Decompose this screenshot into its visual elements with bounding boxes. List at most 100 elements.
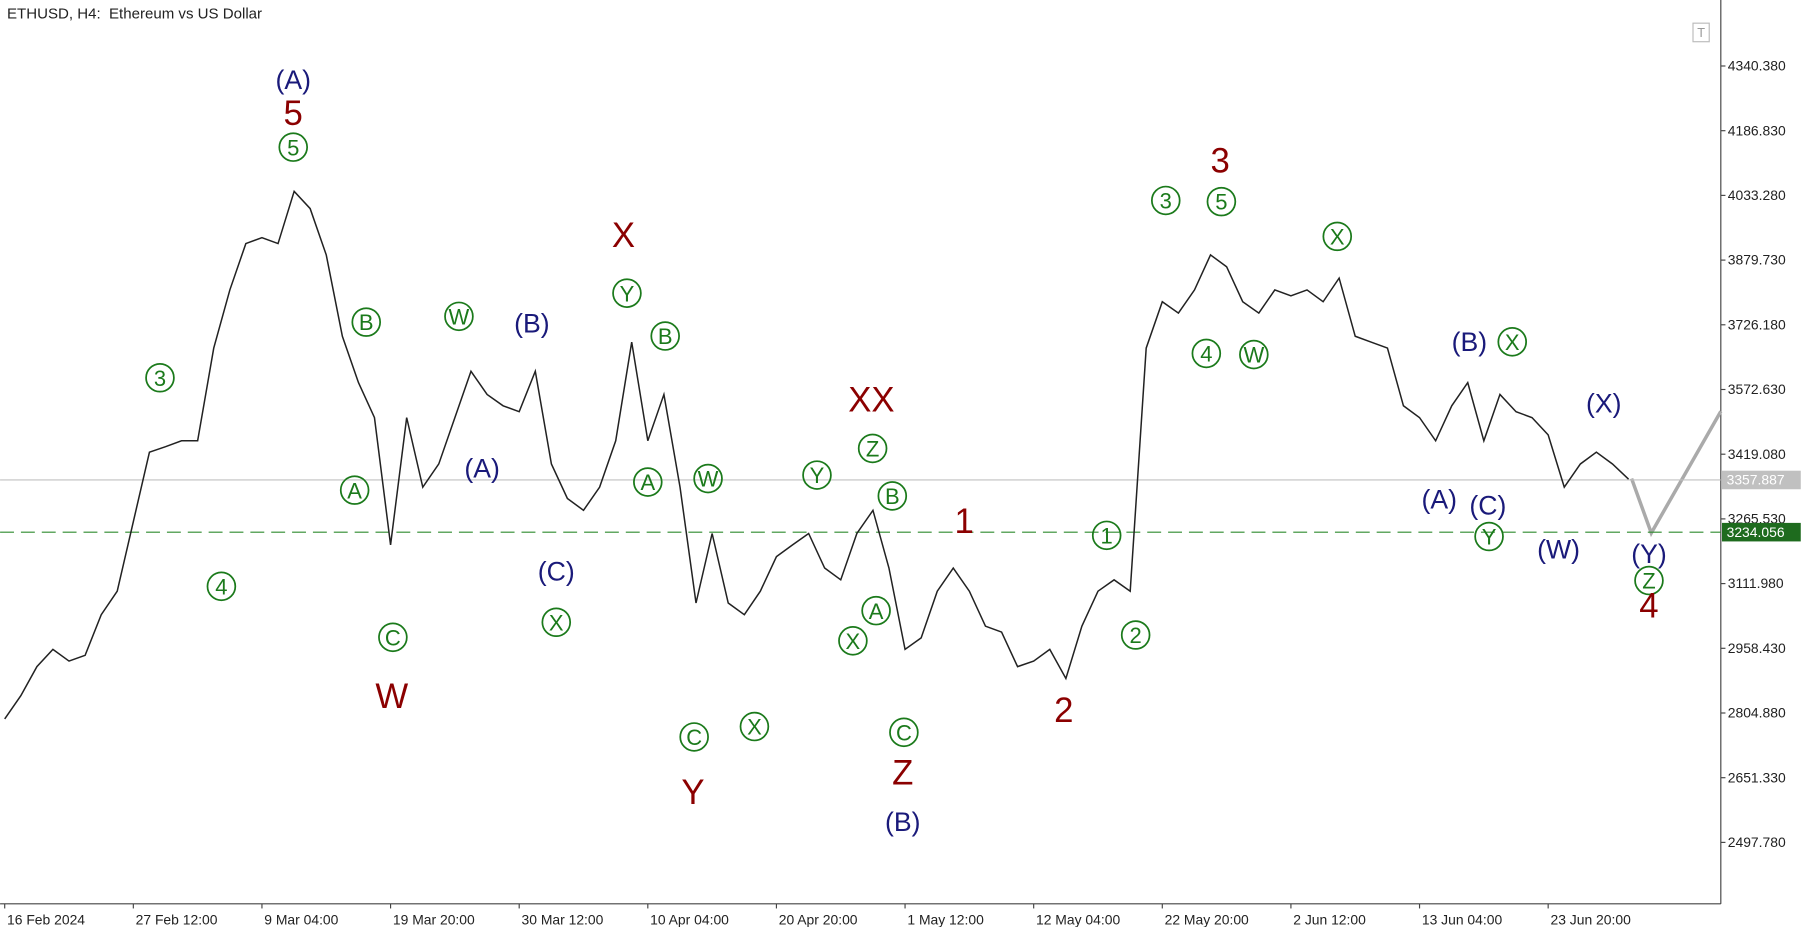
wave-circle (1474, 521, 1504, 552)
wave-circle (206, 571, 237, 602)
wave-circle (444, 301, 474, 332)
wave-label: C (686, 725, 702, 750)
wave-circle (339, 475, 370, 505)
wave-label: XX (848, 381, 894, 419)
wave-label: (B) (885, 807, 921, 837)
trade-icon[interactable]: T (1697, 25, 1705, 40)
wave-label: C (385, 625, 401, 650)
chart-title: ETHUSD, H4: Ethereum vs US Dollar (7, 6, 262, 23)
wave-label: Z (1642, 569, 1655, 594)
y-tick-label: 4033.280 (1728, 187, 1786, 203)
wave-circle (351, 307, 382, 337)
y-tick-label: 2804.880 (1728, 705, 1786, 721)
wave-label: 4 (1639, 588, 1658, 626)
wave-circle (693, 463, 723, 494)
y-tick-label: 3879.730 (1728, 252, 1786, 268)
x-tick-label: 10 Apr 04:00 (650, 912, 729, 927)
y-tick-label: 3265.530 (1728, 511, 1786, 527)
wave-label: X (1505, 330, 1520, 355)
wave-label: W (449, 304, 470, 329)
wave-circle (541, 607, 572, 638)
x-tick-label: 22 May 20:00 (1165, 912, 1249, 927)
forecast-path (1629, 410, 1723, 538)
wave-circle (802, 460, 832, 490)
wave-label: (A) (1421, 485, 1457, 515)
wave-label: 3 (1160, 189, 1172, 214)
wave-circle (378, 622, 408, 653)
wave-circle (838, 626, 868, 656)
wave-label: (A) (275, 65, 311, 95)
x-tick-label: 23 Jun 20:00 (1550, 912, 1631, 927)
wave-label: B (359, 310, 374, 335)
x-tick-label: 20 Apr 20:00 (779, 912, 858, 927)
wave-label: (B) (1452, 327, 1488, 357)
wave-label: Z (892, 754, 913, 792)
wave-label: W (698, 467, 719, 492)
x-tick-label: 13 Jun 04:00 (1422, 912, 1503, 927)
price-label: 3234.056 (1727, 524, 1785, 540)
wave-circle (1634, 565, 1664, 596)
wave-circle (1191, 338, 1222, 369)
wave-circle (679, 722, 709, 752)
wave-circle (877, 481, 908, 511)
wave-label: Y (681, 774, 704, 812)
x-tick-label: 30 Mar 12:00 (522, 912, 604, 927)
y-tick-label: 4340.380 (1728, 58, 1786, 74)
wave-label: X (747, 715, 762, 740)
wave-label: Y (810, 463, 825, 488)
y-tick-label: 3419.080 (1728, 446, 1786, 462)
wave-label: B (658, 324, 673, 349)
wave-label: X (1330, 224, 1345, 249)
y-tick-label: 3572.630 (1728, 381, 1786, 397)
y-tick-label: 2497.780 (1728, 834, 1786, 850)
wave-label: 5 (284, 95, 303, 133)
wave-label: W (1243, 343, 1264, 368)
wave-label: Y (1482, 525, 1497, 550)
wave-circle (1322, 221, 1353, 252)
wave-circle (889, 717, 919, 748)
wave-label: 1 (954, 503, 973, 541)
wave-label: A (869, 599, 884, 624)
wave-label: X (549, 610, 564, 635)
wave-circle (1239, 339, 1269, 370)
wave-label: Z (866, 437, 879, 462)
wave-circle (612, 278, 642, 308)
wave-circle (861, 595, 891, 626)
y-tick-label: 2651.330 (1728, 769, 1786, 785)
wave-label: 4 (1200, 342, 1212, 367)
wave-circle (650, 321, 680, 351)
wave-label: 3 (154, 366, 166, 391)
wave-label: C (896, 720, 912, 745)
wave-label: A (640, 470, 655, 495)
x-tick-label: 1 May 12:00 (907, 912, 984, 927)
wave-label: (C) (1469, 490, 1506, 520)
wave-label: X (612, 217, 635, 255)
wave-label: B (885, 484, 900, 509)
wave-circle (1151, 185, 1181, 216)
wave-label: (C) (538, 557, 575, 587)
wave-label: 3 (1211, 143, 1230, 181)
x-tick-label: 9 Mar 04:00 (264, 912, 338, 927)
wave-circle (857, 433, 888, 464)
wave-label: A (347, 478, 362, 503)
wave-circle (633, 467, 663, 497)
wave-label: 1 (1101, 523, 1113, 548)
wave-label: 5 (287, 135, 299, 160)
wave-circle (1497, 327, 1528, 357)
wave-label: (W) (1537, 535, 1580, 565)
x-tick-label: 2 Jun 12:00 (1293, 912, 1366, 927)
wave-circle (1120, 620, 1151, 650)
y-tick-label: 3111.980 (1728, 575, 1784, 591)
x-tick-label: 12 May 04:00 (1036, 912, 1120, 927)
wave-label: (Y) (1631, 539, 1667, 569)
wave-label: (A) (464, 453, 500, 483)
wave-label: 5 (1215, 190, 1227, 215)
y-tick-label: 2958.430 (1728, 640, 1786, 656)
y-tick-label: 3726.180 (1728, 316, 1786, 332)
price-label-box (1721, 522, 1801, 542)
trade-button[interactable] (1692, 22, 1710, 43)
price-line-series (4, 189, 1630, 720)
x-tick-label: 16 Feb 2024 (7, 912, 85, 927)
